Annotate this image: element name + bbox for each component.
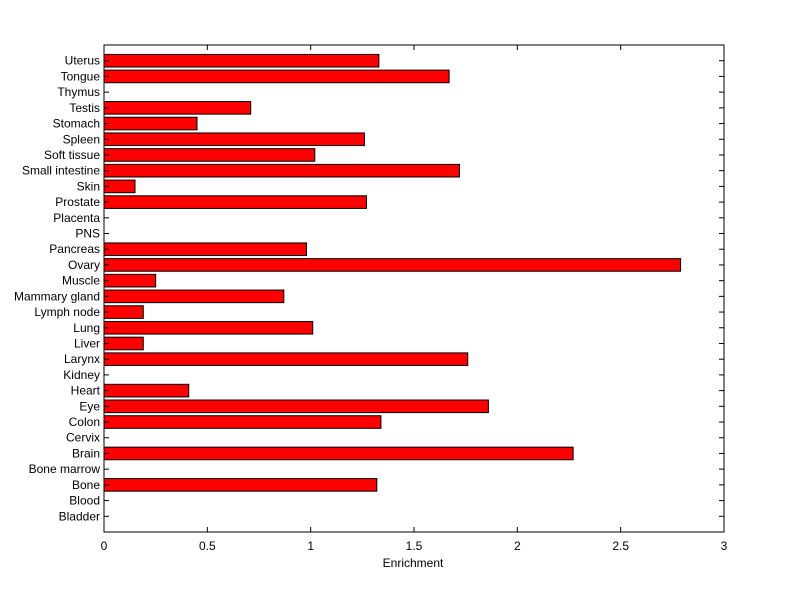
y-tick-label-skin: Skin <box>77 179 100 193</box>
x-tick-label: 0.5 <box>199 539 216 553</box>
bar-heart <box>103 383 190 398</box>
y-tick-label-spleen: Spleen <box>63 132 100 146</box>
y-tick-label-heart: Heart <box>71 384 101 398</box>
y-tick-label-bone: Bone <box>72 478 100 492</box>
bar-uterus <box>103 53 380 68</box>
bar-mammary-gland <box>103 289 285 304</box>
bar-lung <box>103 320 314 335</box>
x-tick-label: 2.5 <box>612 539 629 553</box>
bar-bone <box>103 478 378 492</box>
y-tick-label-larynx: Larynx <box>64 352 100 366</box>
y-tick-label-muscle: Muscle <box>62 274 100 288</box>
y-tick-label-bone-marrow: Bone marrow <box>29 462 101 476</box>
y-tick-label-ovary: Ovary <box>68 258 100 272</box>
bar-muscle <box>103 273 157 288</box>
plot-frame <box>103 44 725 533</box>
bar-liver <box>103 336 144 351</box>
y-tick-label-colon: Colon <box>69 415 100 429</box>
y-tick-label-tongue: Tongue <box>61 69 101 83</box>
x-tick-label: 1 <box>307 539 314 553</box>
bar-lymph-node <box>103 305 144 319</box>
x-tick-label: 2 <box>514 539 521 553</box>
y-tick-label-placenta: Placenta <box>53 211 100 225</box>
y-tick-label-pancreas: Pancreas <box>49 242 100 256</box>
y-tick-label-eye: Eye <box>79 399 100 413</box>
y-tick-label-kidney: Kidney <box>63 368 100 382</box>
bar-ovary <box>103 258 682 272</box>
bar-pancreas <box>103 242 308 257</box>
x-tick-label: 1.5 <box>406 539 423 553</box>
y-tick-label-mammary-gland: Mammary gland <box>14 289 100 303</box>
bar-eye <box>103 399 489 414</box>
y-tick-label-bladder: Bladder <box>59 509 100 523</box>
y-tick-label-brain: Brain <box>72 446 100 460</box>
bar-larynx <box>103 352 469 366</box>
x-axis-label: Enrichment <box>383 556 444 570</box>
bar-soft-tissue <box>103 148 316 162</box>
x-tick-label: 0 <box>101 539 108 553</box>
y-tick-label-stomach: Stomach <box>53 117 100 131</box>
y-tick-label-prostate: Prostate <box>55 195 100 209</box>
y-tick-label-pns: PNS <box>75 227 100 241</box>
x-tick-label: 3 <box>721 539 728 553</box>
bar-stomach <box>103 116 198 131</box>
bar-brain <box>103 446 574 461</box>
y-tick-label-small-intestine: Small intestine <box>22 164 100 178</box>
bar-prostate <box>103 195 367 209</box>
bar-spleen <box>103 132 365 147</box>
y-tick-label-thymus: Thymus <box>57 85 100 99</box>
y-tick-label-blood: Blood <box>69 494 100 508</box>
y-tick-label-liver: Liver <box>74 336 100 350</box>
y-tick-label-cervix: Cervix <box>66 431 100 445</box>
y-tick-label-lymph-node: Lymph node <box>34 305 100 319</box>
bar-small-intestine <box>103 163 460 178</box>
bar-testis <box>103 101 252 115</box>
y-tick-label-uterus: Uterus <box>65 54 100 68</box>
y-tick-label-testis: Testis <box>69 101 100 115</box>
y-tick-label-soft-tissue: Soft tissue <box>44 148 100 162</box>
bar-tongue <box>103 69 450 84</box>
bar-colon <box>103 415 382 429</box>
y-tick-label-lung: Lung <box>73 321 100 335</box>
